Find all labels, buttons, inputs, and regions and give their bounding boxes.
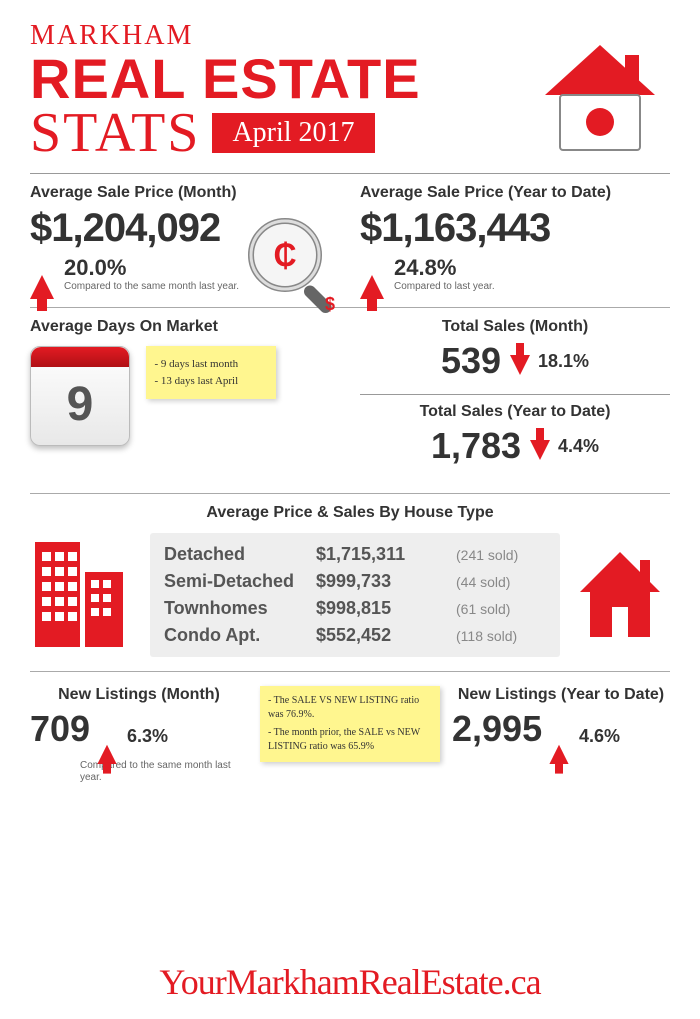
listings-row: New Listings (Month) 709 6.3% Compared t… [30,686,670,784]
sticky-note: - The SALE VS NEW LISTING ratio was 76.9… [260,686,440,762]
subtitle: STATS [30,101,200,165]
arrow-up-icon [97,731,116,757]
total-sales-block: Total Sales (Month) 539 18.1% Total Sale… [360,318,670,479]
type-price: $1,715,311 [316,544,456,565]
type-sold: (44 sold) [456,574,546,590]
change-pct: 4.4% [558,436,599,457]
change-pct: 24.8% [394,255,495,281]
type-price: $998,815 [316,598,456,619]
stat-value: 1,783 [431,425,521,467]
days-sales-row: Average Days On Market 9 - 9 days last m… [30,318,670,479]
stat-label: Total Sales (Month) [360,318,670,336]
stat-label: New Listings (Month) [30,686,248,704]
change-pct: 4.6% [579,726,620,747]
arrow-up-icon [360,258,384,290]
stat-label: Average Sale Price (Year to Date) [360,184,670,202]
main-title: REAL ESTATE [30,52,421,105]
change-note: Compared to last year. [394,281,495,293]
divider [30,493,670,494]
new-listings-ytd-block: New Listings (Year to Date) 2,995 4.6% [452,686,670,760]
stat-value: 2,995 [452,708,542,749]
new-listings-month-block: New Listings (Month) 709 6.3% Compared t… [30,686,248,784]
type-sold: (241 sold) [456,547,546,563]
svg-text:₵: ₵ [273,237,296,273]
stat-value: $1,163,443 [360,206,670,251]
type-name: Condo Apt. [164,625,316,646]
calendar-value: 9 [31,347,129,432]
arrow-up-icon [30,258,54,290]
table-row: Detached $1,715,311 (241 sold) [164,541,546,568]
change-pct: 20.0% [64,255,239,281]
avg-price-row: Average Sale Price (Month) $1,204,092 20… [30,184,670,293]
type-name: Semi-Detached [164,571,316,592]
stat-label: Average Sale Price (Month) [30,184,340,202]
house-icon [530,40,670,165]
divider [30,173,670,174]
stat-label: New Listings (Year to Date) [452,686,670,704]
svg-text:$: $ [325,294,335,314]
stat-label: Total Sales (Year to Date) [360,403,670,421]
arrow-up-icon [549,731,568,757]
avg-price-ytd-block: Average Sale Price (Year to Date) $1,163… [360,184,670,293]
calendar-icon: 9 [30,346,130,446]
house-icon [570,542,670,647]
days-on-market-block: Average Days On Market 9 - 9 days last m… [30,318,340,479]
section-title: Average Price & Sales By House Type [30,504,670,522]
sticky-line: - 13 days last April [154,373,268,390]
stat-value: 709 [30,708,90,749]
type-name: Detached [164,544,316,565]
sticky-note: - 9 days last month - 13 days last April [146,346,276,399]
sticky-line: - The SALE VS NEW LISTING ratio was 76.9… [268,694,432,722]
type-name: Townhomes [164,598,316,619]
house-type-section: Average Price & Sales By House Type [30,504,670,657]
header: MARKHAM REAL ESTATE STATS April 2017 [30,20,670,165]
type-sold: (118 sold) [456,628,546,644]
type-price: $552,452 [316,625,456,646]
divider [360,394,670,395]
arrow-down-icon [510,343,530,380]
sticky-line: - 9 days last month [154,356,268,373]
arrow-down-icon [530,428,550,465]
table-row: Semi-Detached $999,733 (44 sold) [164,568,546,595]
change-pct: 6.3% [127,726,168,747]
magnifier-icon: ₵ $ [240,210,350,325]
divider [30,671,670,672]
sticky-line: - The month prior, the SALE vs NEW LISTI… [268,726,432,754]
buildings-icon [30,532,140,657]
type-sold: (61 sold) [456,601,546,617]
type-price: $999,733 [316,571,456,592]
date-badge: April 2017 [212,113,374,153]
footer-url: YourMarkhamRealEstate.ca [0,961,700,1003]
table-row: Townhomes $998,815 (61 sold) [164,595,546,622]
table-row: Condo Apt. $552,452 (118 sold) [164,622,546,649]
change-note: Compared to the same month last year. [64,281,239,293]
house-type-table: Detached $1,715,311 (241 sold) Semi-Deta… [150,533,560,657]
change-pct: 18.1% [538,351,589,372]
divider [30,307,670,308]
stat-value: 539 [441,340,501,382]
